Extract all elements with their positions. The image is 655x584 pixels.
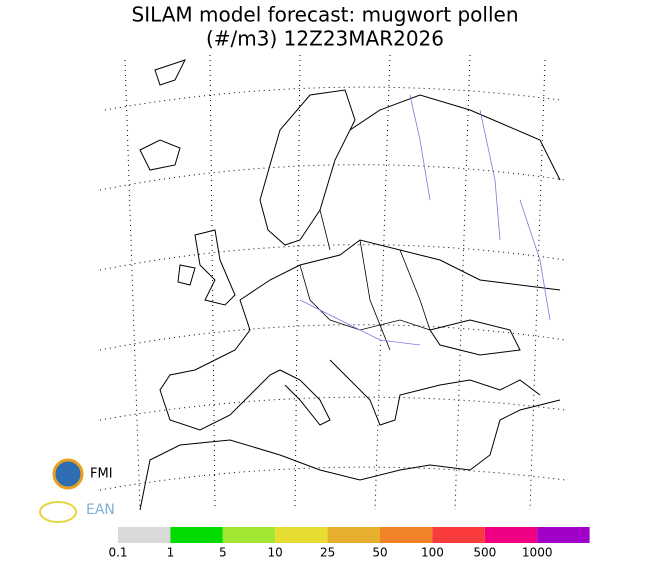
colorbar-label: 100 (421, 546, 444, 560)
colorbar-segment (484, 527, 538, 543)
colorbar-label: 1 (167, 546, 175, 560)
colorbar-segment (222, 527, 276, 543)
colorbar-label: 10 (268, 546, 283, 560)
fmi-logo: FMI (52, 458, 113, 490)
subtitle: (#/m3) 12Z23MAR2026 (206, 27, 444, 51)
colorbar-segment (380, 527, 433, 543)
colorbar-label: 50 (372, 546, 387, 560)
colorbar-segment (275, 527, 328, 543)
colorbar-label: 0.1 (108, 546, 127, 560)
colorbar-segment (537, 527, 590, 543)
colorbar-segment (170, 527, 223, 543)
fmi-label: FMI (90, 467, 113, 482)
ean-logo: EAN (39, 501, 115, 523)
ean-label: EAN (86, 502, 115, 518)
colorbar-label: 500 (473, 546, 496, 560)
title: SILAM model forecast: mugwort pollen (132, 3, 519, 27)
colorbar: 0.1 1 5 10 25 50 100 500 1000 (108, 527, 590, 560)
colorbar-label: 1000 (522, 546, 553, 560)
colorbar-segment (327, 527, 380, 543)
colorbar-label: 5 (219, 546, 227, 560)
colorbar-segment (432, 527, 485, 543)
colorbar-segment (118, 527, 171, 543)
map (99, 54, 566, 511)
colorbar-label: 25 (320, 546, 335, 560)
